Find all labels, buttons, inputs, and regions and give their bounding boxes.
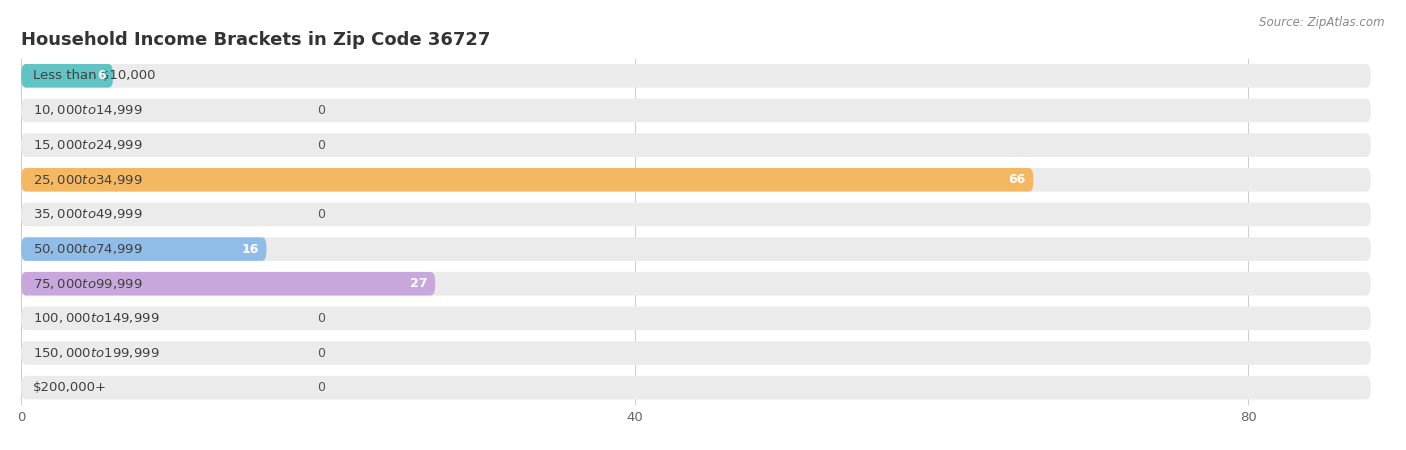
FancyBboxPatch shape: [21, 272, 1371, 296]
FancyBboxPatch shape: [21, 237, 1371, 261]
Text: Less than $10,000: Less than $10,000: [34, 69, 156, 82]
Text: Household Income Brackets in Zip Code 36727: Household Income Brackets in Zip Code 36…: [21, 31, 491, 49]
Text: 27: 27: [411, 277, 427, 290]
Text: $150,000 to $199,999: $150,000 to $199,999: [34, 346, 160, 360]
Text: $50,000 to $74,999: $50,000 to $74,999: [34, 242, 143, 256]
Text: $15,000 to $24,999: $15,000 to $24,999: [34, 138, 143, 152]
Text: 0: 0: [318, 139, 325, 152]
FancyBboxPatch shape: [21, 168, 1371, 192]
FancyBboxPatch shape: [21, 202, 1371, 226]
Text: $75,000 to $99,999: $75,000 to $99,999: [34, 277, 143, 291]
Text: 0: 0: [318, 346, 325, 360]
FancyBboxPatch shape: [21, 133, 1371, 157]
Text: $10,000 to $14,999: $10,000 to $14,999: [34, 104, 143, 117]
Text: 0: 0: [318, 104, 325, 117]
FancyBboxPatch shape: [21, 99, 1371, 122]
FancyBboxPatch shape: [21, 272, 436, 296]
Text: 0: 0: [318, 208, 325, 221]
Text: Source: ZipAtlas.com: Source: ZipAtlas.com: [1260, 16, 1385, 29]
Text: 16: 16: [242, 243, 259, 256]
FancyBboxPatch shape: [21, 306, 1371, 330]
Text: 6: 6: [97, 69, 105, 82]
Text: $35,000 to $49,999: $35,000 to $49,999: [34, 207, 143, 221]
Text: $25,000 to $34,999: $25,000 to $34,999: [34, 173, 143, 187]
FancyBboxPatch shape: [21, 64, 1371, 88]
Text: 66: 66: [1008, 173, 1026, 186]
FancyBboxPatch shape: [21, 237, 267, 261]
Text: 0: 0: [318, 312, 325, 325]
FancyBboxPatch shape: [21, 376, 1371, 400]
FancyBboxPatch shape: [21, 341, 1371, 365]
Text: 0: 0: [318, 381, 325, 394]
Text: $200,000+: $200,000+: [34, 381, 107, 394]
Text: $100,000 to $149,999: $100,000 to $149,999: [34, 311, 160, 325]
FancyBboxPatch shape: [21, 168, 1033, 192]
FancyBboxPatch shape: [21, 64, 112, 88]
